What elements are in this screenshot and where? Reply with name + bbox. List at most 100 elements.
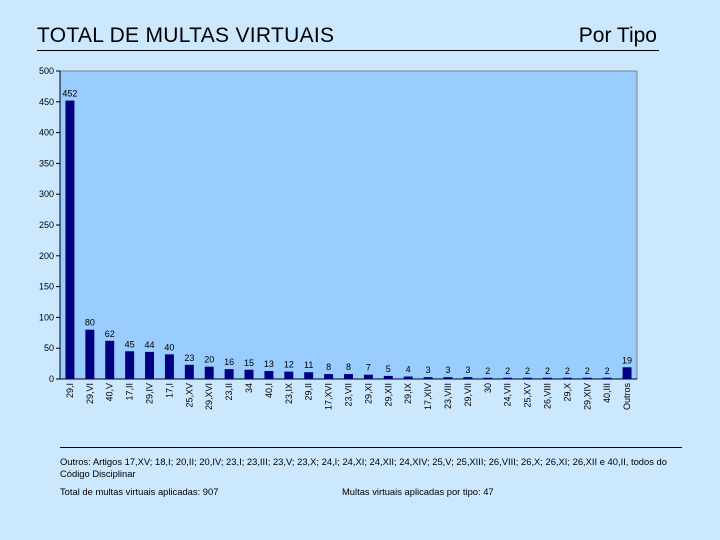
x-tick-label: 29,I bbox=[65, 383, 75, 398]
x-tick-label: 25,XV bbox=[184, 383, 194, 408]
x-tick-label: 25,XV bbox=[523, 383, 533, 408]
bar bbox=[204, 366, 214, 379]
x-tick-label: 40,III bbox=[602, 383, 612, 403]
bar bbox=[483, 377, 493, 379]
bar bbox=[244, 369, 254, 379]
bar bbox=[582, 377, 592, 379]
total-fines-text: Total de multas virtuais aplicadas: 907 bbox=[60, 486, 219, 497]
bar bbox=[105, 340, 115, 379]
bar bbox=[562, 377, 572, 379]
data-label: 5 bbox=[386, 364, 391, 374]
chart-subtitle: Por Tipo bbox=[578, 24, 657, 47]
data-label: 44 bbox=[145, 340, 155, 350]
bar bbox=[363, 374, 373, 379]
x-tick-label: 24,VII bbox=[503, 383, 513, 407]
bar bbox=[542, 377, 552, 379]
data-label: 19 bbox=[622, 355, 632, 365]
data-label: 7 bbox=[366, 363, 371, 373]
bar bbox=[622, 367, 632, 379]
fine-types-text: Multas virtuais aplicadas por tipo: 47 bbox=[342, 486, 494, 497]
data-label: 3 bbox=[445, 365, 450, 375]
x-tick-label: 26,VIII bbox=[542, 383, 552, 409]
data-label: 80 bbox=[85, 318, 95, 328]
data-label: 2 bbox=[545, 366, 550, 376]
data-label: 4 bbox=[406, 365, 411, 375]
data-label: 2 bbox=[485, 366, 490, 376]
data-label: 45 bbox=[125, 339, 135, 349]
y-tick-label: 250 bbox=[39, 220, 54, 230]
x-tick-label: 23,VIII bbox=[443, 383, 453, 409]
x-tick-label: 23,IX bbox=[284, 383, 294, 404]
title-row: TOTAL DE MULTAS VIRTUAIS Por Tipo bbox=[37, 24, 659, 51]
bar bbox=[463, 377, 473, 379]
chart-title: TOTAL DE MULTAS VIRTUAIS bbox=[37, 24, 335, 47]
bar bbox=[184, 364, 194, 379]
x-tick-label: 29,IX bbox=[403, 383, 413, 404]
bar bbox=[503, 377, 513, 379]
bar bbox=[284, 371, 294, 379]
others-note: Outros: Artigos 17,XV; 18,I; 20,II; 20,I… bbox=[60, 456, 667, 479]
x-tick-label: 23,II bbox=[224, 383, 234, 401]
data-label: 23 bbox=[184, 353, 194, 363]
y-tick-label: 350 bbox=[39, 158, 54, 168]
y-tick-label: 100 bbox=[39, 312, 54, 322]
data-label: 2 bbox=[505, 366, 510, 376]
x-tick-label: 17,XIV bbox=[423, 383, 433, 410]
bar bbox=[264, 370, 274, 379]
bar-chart: 05010015020025030035040045050045229,I802… bbox=[39, 66, 638, 411]
x-tick-label: 40,I bbox=[264, 383, 274, 398]
bar bbox=[443, 377, 453, 379]
bar bbox=[523, 377, 533, 379]
y-tick-label: 450 bbox=[39, 97, 54, 107]
y-tick-label: 400 bbox=[39, 128, 54, 138]
x-tick-label: 23,VII bbox=[344, 383, 354, 407]
y-tick-label: 0 bbox=[49, 374, 54, 384]
bar bbox=[125, 351, 135, 379]
x-tick-label: 34 bbox=[244, 383, 254, 393]
data-label: 15 bbox=[244, 358, 254, 368]
bar bbox=[304, 372, 314, 379]
y-tick-label: 200 bbox=[39, 251, 54, 261]
bar bbox=[344, 374, 353, 379]
x-tick-label: Outros bbox=[622, 383, 632, 411]
x-tick-label: 29,VII bbox=[463, 383, 473, 407]
y-tick-label: 500 bbox=[39, 66, 54, 76]
data-label: 2 bbox=[565, 366, 570, 376]
plot-area bbox=[59, 70, 638, 380]
data-label: 2 bbox=[605, 366, 610, 376]
bar bbox=[65, 100, 75, 380]
data-label: 20 bbox=[204, 355, 214, 365]
data-label: 452 bbox=[62, 89, 77, 99]
bar bbox=[85, 329, 95, 379]
x-tick-label: 29,XI bbox=[363, 383, 373, 404]
bar bbox=[324, 374, 334, 379]
bar bbox=[164, 354, 174, 379]
x-tick-label: 17,II bbox=[125, 383, 135, 401]
x-tick-label: 29,II bbox=[304, 383, 314, 401]
footer-divider bbox=[60, 447, 682, 448]
data-label: 13 bbox=[264, 359, 274, 369]
bar bbox=[423, 377, 433, 379]
bar bbox=[602, 377, 612, 379]
bar bbox=[224, 369, 234, 379]
data-label: 3 bbox=[465, 365, 470, 375]
x-tick-label: 30 bbox=[483, 383, 493, 393]
data-label: 62 bbox=[105, 329, 115, 339]
x-tick-label: 29,VI bbox=[85, 383, 95, 404]
data-label: 2 bbox=[525, 366, 530, 376]
x-tick-label: 29,XVI bbox=[204, 383, 214, 410]
bar bbox=[145, 351, 155, 379]
x-tick-label: 29,XIV bbox=[582, 383, 592, 410]
data-label: 16 bbox=[224, 357, 234, 367]
y-tick-label: 300 bbox=[39, 189, 54, 199]
x-tick-label: 17,XVI bbox=[324, 383, 334, 410]
data-label: 2 bbox=[585, 366, 590, 376]
bar bbox=[383, 375, 393, 379]
x-tick-label: 40,V bbox=[105, 383, 115, 402]
data-label: 8 bbox=[346, 362, 351, 372]
data-label: 11 bbox=[304, 360, 313, 370]
data-label: 3 bbox=[426, 365, 431, 375]
y-tick-label: 150 bbox=[39, 282, 54, 292]
data-label: 12 bbox=[284, 360, 294, 370]
y-tick-label: 50 bbox=[44, 343, 54, 353]
